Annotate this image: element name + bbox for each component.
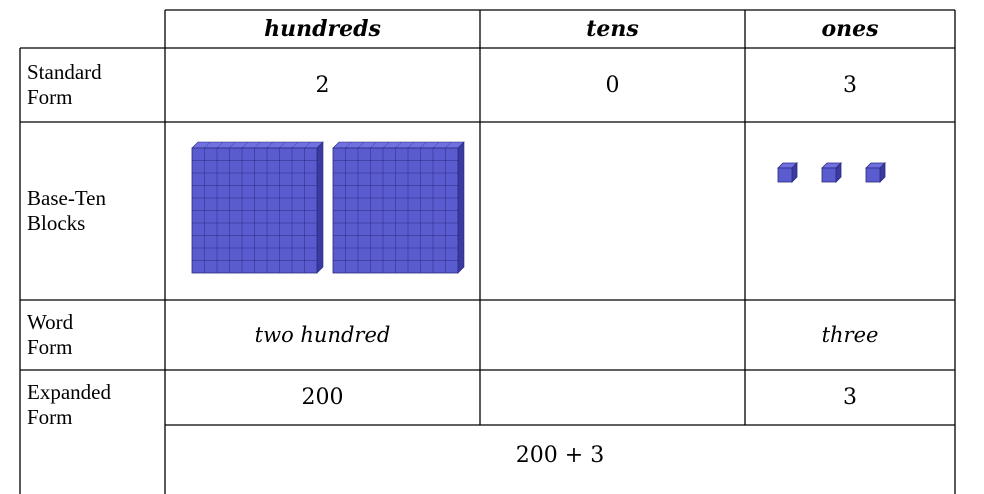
block-shape — [395, 141, 402, 149]
block-shape — [821, 167, 837, 183]
block-shape — [266, 141, 274, 149]
block-shape — [357, 141, 365, 149]
column-header: tens — [586, 16, 639, 42]
block-shape — [241, 141, 249, 149]
row-label: Base-Ten Blocks — [27, 186, 106, 235]
cell: 2 — [315, 72, 330, 98]
block-shape — [204, 141, 211, 149]
block-shape — [291, 141, 299, 149]
cell: three — [821, 323, 879, 347]
row-label: Word Form — [27, 310, 74, 359]
block-shape — [457, 141, 465, 274]
block-shape — [420, 141, 427, 149]
block-shape — [382, 141, 390, 149]
base-ten-blocks — [191, 141, 886, 274]
block-shape — [254, 141, 261, 149]
block-shape — [345, 141, 352, 149]
block-shape — [432, 141, 440, 149]
block-shape — [216, 141, 224, 149]
block-shape — [865, 167, 881, 183]
block-shape — [777, 167, 793, 183]
block-shape — [407, 141, 415, 149]
row-label: Expanded Form — [27, 380, 111, 429]
row-label: Standard Form — [27, 60, 102, 109]
block-shape — [316, 141, 324, 274]
cell: two hundred — [254, 323, 391, 347]
column-header: hundreds — [264, 16, 381, 42]
column-header: ones — [821, 16, 879, 42]
cell: 200 + 3 — [515, 442, 605, 468]
block-shape — [370, 141, 377, 149]
cell: 0 — [605, 72, 620, 98]
block-shape — [304, 141, 311, 149]
block-shape — [279, 141, 286, 149]
cell: 3 — [843, 72, 857, 98]
block-shape — [445, 141, 452, 149]
cell: 200 — [301, 385, 344, 410]
cell: 3 — [843, 385, 857, 410]
block-shape — [229, 141, 236, 149]
